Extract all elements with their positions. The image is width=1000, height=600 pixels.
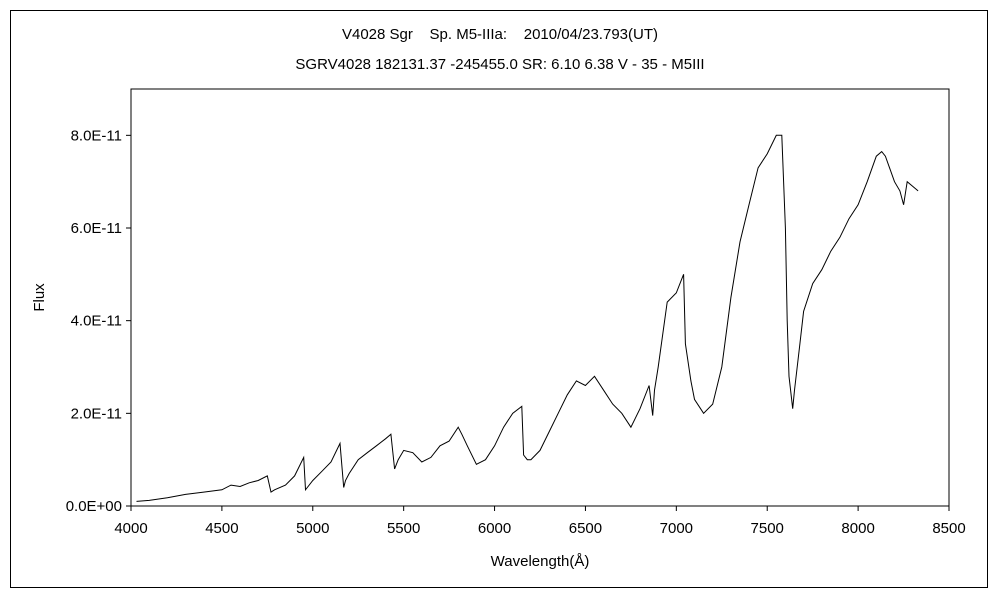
chart-frame bbox=[10, 10, 988, 588]
x-tick-label: 7000 bbox=[660, 520, 693, 537]
x-tick-label: 8000 bbox=[841, 520, 874, 537]
spectrum-line bbox=[136, 134, 919, 502]
x-tick-label: 7500 bbox=[751, 520, 784, 537]
y-tick-label: 0.0E+00 bbox=[66, 498, 122, 515]
y-axis-label: Flux bbox=[31, 283, 48, 312]
x-tick-label: 8500 bbox=[932, 520, 965, 537]
y-tick-label: 8.0E-11 bbox=[71, 127, 122, 144]
x-tick-label: 4500 bbox=[205, 520, 238, 537]
y-tick-label: 2.0E-11 bbox=[71, 405, 122, 422]
x-tick-label: 4000 bbox=[114, 520, 147, 537]
y-axis: 0.0E+00 2.0E-11 4.0E-11 6.0E-11 8.0E-11 bbox=[66, 127, 131, 515]
chart-subtitle: SGRV4028 182131.37 -245455.0 SR: 6.10 6.… bbox=[295, 56, 705, 73]
x-tick-label: 6000 bbox=[478, 520, 511, 537]
x-tick-label: 5500 bbox=[387, 520, 420, 537]
x-axis-label: Wavelength(Å) bbox=[491, 553, 590, 570]
y-tick-label: 4.0E-11 bbox=[71, 313, 122, 330]
y-tick-label: 6.0E-11 bbox=[71, 220, 122, 237]
x-tick-label: 5000 bbox=[296, 520, 329, 537]
x-tick-label: 6500 bbox=[569, 520, 602, 537]
plot-area bbox=[130, 88, 950, 507]
chart-title: V4028 Sgr Sp. M5-IIIa: 2010/04/23.793(UT… bbox=[341, 26, 658, 43]
x-axis: 4000 4500 5000 5500 6000 6500 7000 7500 8000 8500 bbox=[114, 506, 966, 537]
